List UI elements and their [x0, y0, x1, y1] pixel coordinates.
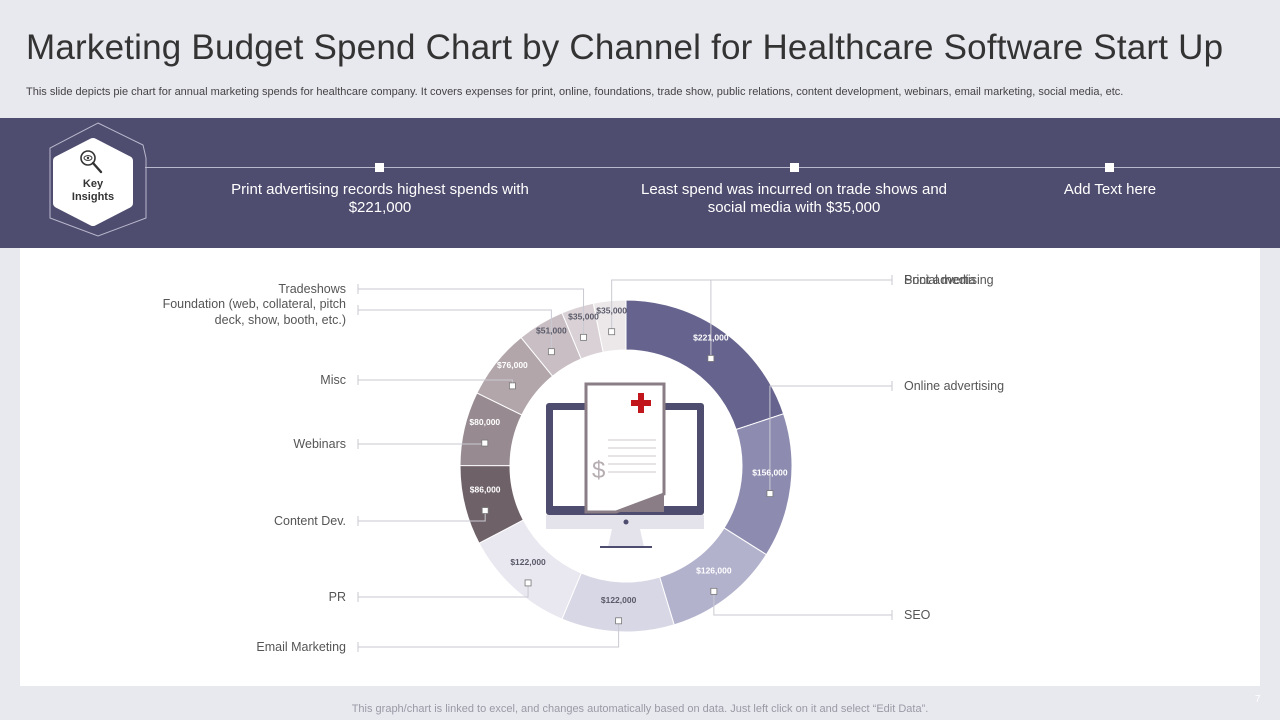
value-labels: $221,000 $156,000 $126,000 $122,000 $122,000…	[469, 306, 788, 625]
leader-line	[713, 591, 892, 616]
anchor-marker	[608, 328, 616, 336]
key-insights-band	[0, 118, 1280, 248]
value-label: $122,000	[601, 595, 637, 605]
value-label: $221,000	[693, 332, 729, 342]
timeline-line	[145, 167, 1280, 168]
leader-line	[358, 582, 529, 598]
anchor-marker	[580, 333, 587, 341]
insight-text-1: Print advertising records highest spends…	[231, 181, 529, 216]
leader-lines	[357, 275, 893, 652]
value-label: $122,000	[510, 557, 546, 567]
svg-text:$: $	[592, 457, 605, 484]
monitor-medical-invoice-icon: $	[546, 382, 704, 548]
leader-line	[358, 620, 620, 648]
value-label: $86,000	[470, 485, 501, 495]
leader-line	[611, 279, 892, 332]
category-label: Misc	[320, 373, 346, 387]
category-label: SEO	[904, 608, 931, 622]
insight-text-3: Add Text here	[1063, 181, 1157, 198]
anchor-marker	[707, 355, 715, 362]
slices	[459, 299, 793, 633]
insight-marker-2	[790, 163, 799, 172]
badge-hexagon	[53, 138, 133, 226]
value-label: $76,000	[497, 360, 528, 370]
page-title: Marketing Budget Spend Chart by Channel …	[26, 28, 1224, 67]
slice-social[interactable]	[592, 299, 627, 353]
key-insights-label: Key Insights	[58, 178, 128, 204]
value-label: $126,000	[696, 565, 732, 575]
value-label: $156,000	[752, 468, 788, 478]
category-label: Content Dev.	[274, 514, 346, 528]
anchor-marker	[547, 348, 555, 356]
anchor-marker	[766, 490, 774, 498]
category-label: PR	[329, 590, 346, 604]
insight-text-2: Least spend was incurred on trade shows …	[640, 181, 948, 216]
leader-line	[358, 288, 585, 338]
insight-marker-1	[375, 163, 384, 172]
category-labels: Print advertising Online advertising SEO Em…	[163, 273, 1005, 654]
anchor-marker	[481, 507, 489, 514]
anchor-marker	[509, 382, 516, 390]
anchor-marker	[615, 617, 623, 625]
category-label: Webinars	[293, 437, 346, 451]
donut-chart[interactable]: $221,000 $156,000 $126,000 $122,000 $122,000…	[20, 248, 1260, 686]
value-label: $51,000	[536, 326, 567, 336]
category-label: Tradeshows	[278, 282, 346, 296]
anchor-marker	[524, 579, 532, 587]
leader-line	[358, 510, 486, 522]
category-label: Online advertising	[904, 379, 1004, 393]
badge-outline	[49, 122, 147, 237]
anchor-marker	[481, 439, 489, 447]
value-label: $35,000	[568, 311, 599, 321]
page-number: 7	[1255, 694, 1261, 705]
value-label: $80,000	[469, 417, 500, 427]
key-label-line1: Key	[82, 178, 104, 190]
leader-line	[769, 385, 892, 494]
category-label: Print advertising	[904, 273, 994, 287]
magnifier-eye-icon	[80, 150, 103, 174]
insight-marker-3	[1105, 163, 1114, 172]
category-label: Foundation (web, collateral, pitch deck, …	[163, 297, 346, 327]
anchor-marker	[710, 587, 718, 595]
footnote: This graph/chart is linked to excel, and…	[351, 703, 929, 715]
chart-panel: $221,000 $156,000 $126,000 $122,000 $122,000…	[20, 248, 1260, 686]
category-label: Social media	[904, 273, 976, 287]
value-label: $35,000	[596, 306, 627, 316]
page-subtitle: This slide depicts pie chart for annual …	[26, 86, 1124, 98]
slice-online[interactable]	[723, 413, 793, 556]
key-label-line2: Insights	[71, 191, 115, 203]
key-insights-badge	[49, 122, 147, 237]
leader-line	[358, 309, 552, 352]
category-label: Email Marketing	[256, 640, 346, 654]
